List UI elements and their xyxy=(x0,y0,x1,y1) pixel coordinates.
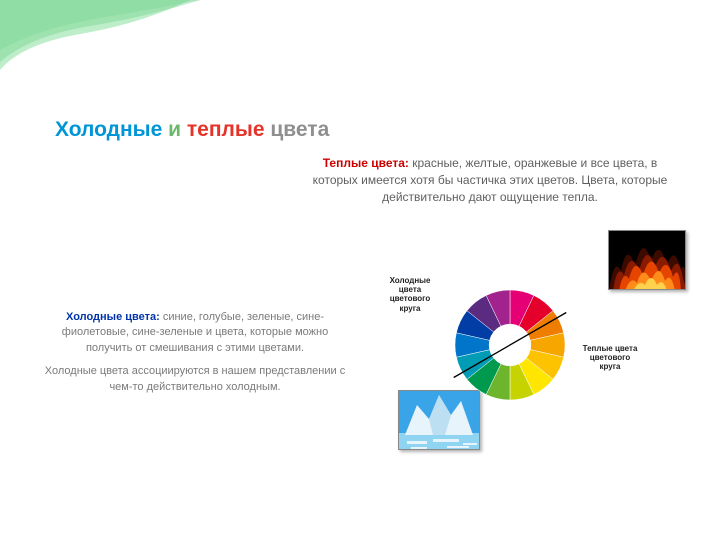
title-warm: теплые xyxy=(187,118,265,141)
slide-title: Холодные и теплые цвета xyxy=(55,118,329,142)
wheel-warm-label: Теплые цвета цветового круга xyxy=(580,344,640,372)
cold-body-2: Холодные цвета ассоциируются в нашем пре… xyxy=(40,364,350,395)
corner-decoration xyxy=(0,0,200,70)
title-word: цвета xyxy=(270,118,329,141)
warm-description: Теплые цвета: красные, желтые, оранжевые… xyxy=(300,155,680,205)
fire-image xyxy=(608,230,686,290)
cold-label: Холодные цвета: xyxy=(66,311,160,323)
color-wheel xyxy=(445,280,575,410)
warm-label: Теплые цвета: xyxy=(323,156,409,170)
title-and: и xyxy=(168,118,181,141)
title-cold: Холодные xyxy=(55,118,162,141)
wheel-cold-label: Холодные цвета цветового круга xyxy=(380,276,440,313)
cold-description: Холодные цвета: синие, голубые, зеленые,… xyxy=(40,310,350,395)
